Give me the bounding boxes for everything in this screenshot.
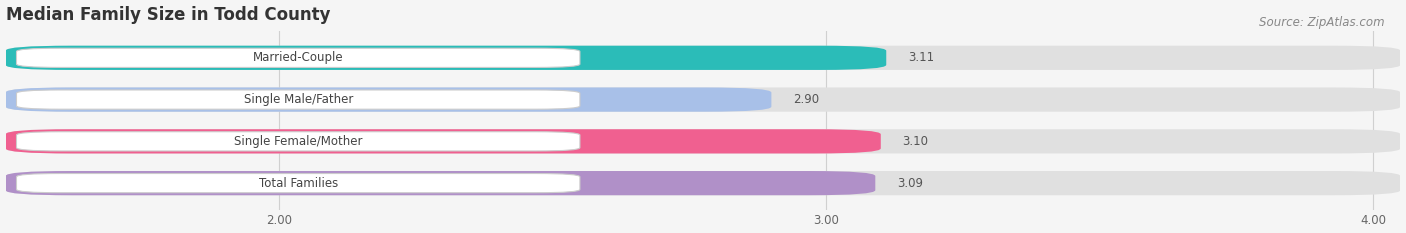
Text: 3.11: 3.11: [908, 51, 934, 64]
Text: 3.10: 3.10: [903, 135, 928, 148]
FancyBboxPatch shape: [17, 48, 579, 67]
Text: 2.90: 2.90: [793, 93, 820, 106]
FancyBboxPatch shape: [6, 46, 886, 70]
FancyBboxPatch shape: [6, 87, 1400, 112]
FancyBboxPatch shape: [6, 87, 772, 112]
Text: Married-Couple: Married-Couple: [253, 51, 343, 64]
FancyBboxPatch shape: [17, 174, 579, 193]
FancyBboxPatch shape: [6, 171, 1400, 195]
FancyBboxPatch shape: [6, 129, 1400, 154]
Text: Total Families: Total Families: [259, 177, 337, 190]
FancyBboxPatch shape: [6, 46, 1400, 70]
FancyBboxPatch shape: [17, 90, 579, 109]
Text: Single Male/Father: Single Male/Father: [243, 93, 353, 106]
Text: 3.09: 3.09: [897, 177, 924, 190]
Text: Median Family Size in Todd County: Median Family Size in Todd County: [6, 6, 330, 24]
Text: Single Female/Mother: Single Female/Mother: [233, 135, 363, 148]
FancyBboxPatch shape: [17, 132, 579, 151]
Text: Source: ZipAtlas.com: Source: ZipAtlas.com: [1260, 16, 1385, 29]
FancyBboxPatch shape: [6, 129, 880, 154]
FancyBboxPatch shape: [6, 171, 876, 195]
